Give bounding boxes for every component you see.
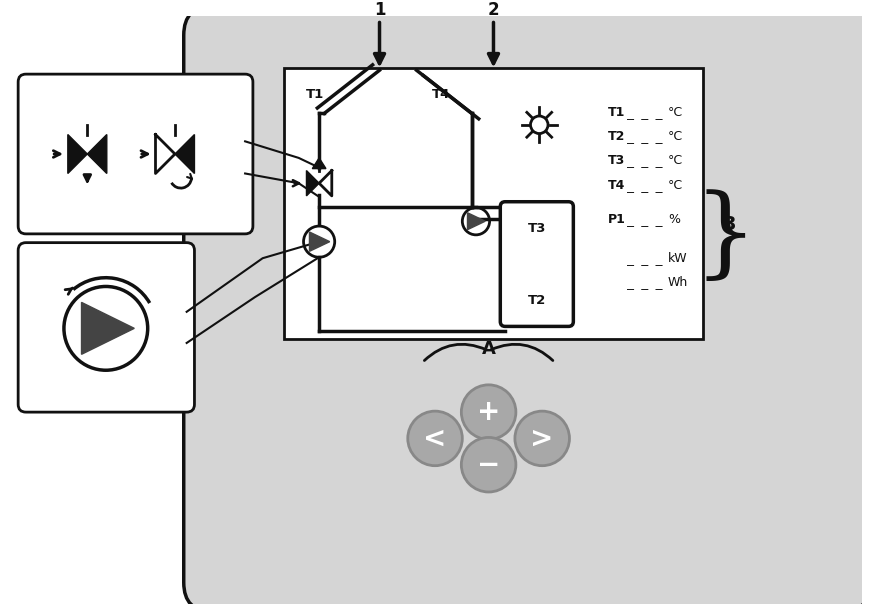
Text: 3: 3 [722, 214, 736, 234]
Text: −: − [477, 451, 500, 479]
Circle shape [461, 385, 516, 439]
Text: <: < [423, 425, 447, 452]
FancyBboxPatch shape [500, 202, 574, 326]
Text: T1: T1 [608, 106, 625, 118]
Text: 1: 1 [374, 1, 385, 19]
Text: A: A [482, 340, 496, 358]
Circle shape [461, 437, 516, 492]
Text: T2: T2 [527, 294, 546, 307]
Text: °C: °C [668, 130, 683, 143]
Text: °C: °C [668, 179, 683, 191]
Text: T4: T4 [608, 179, 625, 191]
Polygon shape [155, 135, 175, 173]
Text: °C: °C [668, 106, 683, 118]
Text: +: + [477, 398, 500, 426]
Polygon shape [468, 213, 485, 230]
Text: T4: T4 [432, 88, 450, 101]
Text: kW: kW [668, 252, 687, 265]
Polygon shape [309, 232, 330, 251]
Circle shape [408, 411, 463, 466]
Polygon shape [68, 135, 87, 173]
FancyBboxPatch shape [18, 243, 195, 412]
Text: _ _ _: _ _ _ [627, 179, 663, 191]
Text: 2: 2 [488, 1, 499, 19]
Text: T1: T1 [306, 88, 324, 101]
Text: _ _ _: _ _ _ [627, 106, 663, 118]
Circle shape [515, 411, 569, 466]
Text: P1: P1 [608, 213, 625, 226]
Polygon shape [306, 170, 320, 196]
Text: T3: T3 [608, 154, 625, 167]
Text: T2: T2 [608, 130, 625, 143]
Text: _ _ _: _ _ _ [627, 213, 663, 226]
Text: _ _ _: _ _ _ [627, 130, 663, 143]
Polygon shape [320, 170, 332, 196]
Polygon shape [81, 303, 134, 355]
Text: _ _ _: _ _ _ [627, 154, 663, 167]
FancyBboxPatch shape [183, 6, 870, 604]
Polygon shape [175, 135, 195, 173]
Text: _ _ _: _ _ _ [627, 252, 663, 265]
Bar [284, 68, 703, 339]
Text: Wh: Wh [668, 276, 688, 289]
Polygon shape [87, 135, 107, 173]
Text: _ _ _: _ _ _ [627, 276, 663, 289]
FancyBboxPatch shape [18, 74, 253, 234]
Text: T3: T3 [527, 222, 546, 234]
Text: >: > [531, 425, 553, 452]
Polygon shape [313, 158, 326, 169]
Text: }: } [693, 190, 757, 286]
Text: %: % [668, 213, 680, 226]
Text: °C: °C [668, 154, 683, 167]
